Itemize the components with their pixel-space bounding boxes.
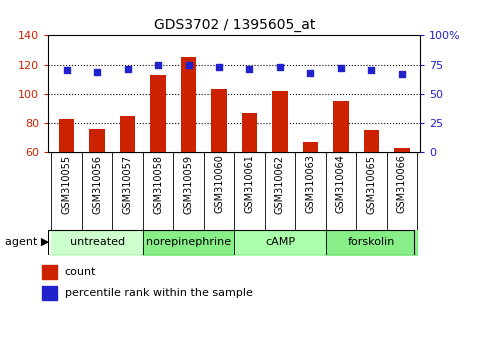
Text: GSM310056: GSM310056 <box>92 155 102 213</box>
Point <box>307 70 314 76</box>
Point <box>185 62 192 68</box>
Point <box>93 69 101 75</box>
Text: forskolin: forskolin <box>348 238 395 247</box>
Point <box>154 62 162 68</box>
Point <box>398 71 406 77</box>
Bar <box>43 266 57 279</box>
Text: GSM310060: GSM310060 <box>214 155 224 213</box>
Text: GSM310065: GSM310065 <box>367 155 376 213</box>
Point <box>276 64 284 70</box>
Bar <box>272 91 287 152</box>
Text: agent ▶: agent ▶ <box>5 238 49 247</box>
Bar <box>89 129 105 152</box>
Point <box>63 68 71 73</box>
Bar <box>242 113 257 152</box>
Bar <box>303 142 318 152</box>
Title: GDS3702 / 1395605_at: GDS3702 / 1395605_at <box>154 18 315 32</box>
Text: GSM310058: GSM310058 <box>153 155 163 213</box>
Text: percentile rank within the sample: percentile rank within the sample <box>65 288 253 298</box>
Text: GSM310063: GSM310063 <box>305 155 315 213</box>
Text: GSM310066: GSM310066 <box>397 155 407 213</box>
Bar <box>364 130 379 152</box>
Bar <box>43 286 57 300</box>
Text: count: count <box>65 267 96 277</box>
Bar <box>181 57 196 152</box>
Text: untreated: untreated <box>70 238 125 247</box>
Bar <box>59 119 74 152</box>
Point <box>215 64 223 70</box>
Point <box>124 67 131 72</box>
Point <box>246 67 254 72</box>
Bar <box>212 90 227 152</box>
Bar <box>120 116 135 152</box>
Bar <box>394 148 410 152</box>
Text: GSM310064: GSM310064 <box>336 155 346 213</box>
Text: GSM310059: GSM310059 <box>184 155 194 213</box>
Bar <box>150 75 166 152</box>
Text: GSM310062: GSM310062 <box>275 155 285 213</box>
Text: GSM310057: GSM310057 <box>123 155 132 214</box>
Text: norepinephrine: norepinephrine <box>146 238 231 247</box>
Point <box>368 68 375 73</box>
Bar <box>333 101 349 152</box>
Text: cAMP: cAMP <box>265 238 295 247</box>
Text: GSM310055: GSM310055 <box>62 155 71 214</box>
Point <box>337 65 345 71</box>
Text: GSM310061: GSM310061 <box>244 155 255 213</box>
